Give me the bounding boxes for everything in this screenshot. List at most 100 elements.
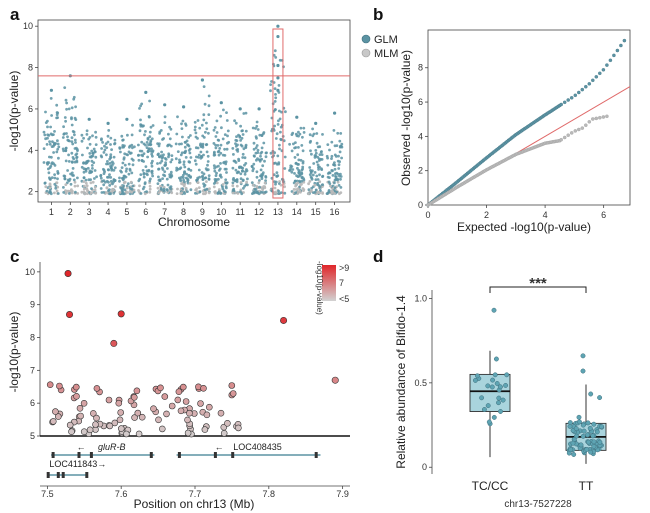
snp-point bbox=[174, 396, 182, 404]
glm-point bbox=[106, 134, 110, 138]
mlm-point bbox=[235, 184, 239, 188]
glm-point bbox=[48, 155, 51, 159]
xtick-label-chr8: 8 bbox=[181, 207, 186, 217]
glm-point bbox=[216, 144, 220, 147]
glm-point bbox=[55, 111, 59, 114]
glm-point bbox=[223, 133, 227, 137]
glm-point bbox=[283, 191, 287, 195]
panel-a-frame bbox=[37, 19, 351, 203]
glm-point bbox=[124, 175, 128, 179]
mlm-point bbox=[318, 180, 322, 184]
glm-point bbox=[72, 95, 76, 99]
glm-point bbox=[212, 182, 216, 185]
glm-point bbox=[294, 141, 297, 145]
glm-point bbox=[107, 129, 111, 132]
glm-point bbox=[278, 143, 281, 147]
glm-point bbox=[66, 135, 69, 139]
glm-point bbox=[70, 123, 74, 127]
glm-point bbox=[163, 164, 167, 167]
glm-point bbox=[138, 149, 142, 153]
glm-point bbox=[336, 178, 339, 182]
glm-point bbox=[314, 151, 318, 155]
glm-point bbox=[255, 170, 259, 174]
mlm-point bbox=[125, 186, 129, 190]
glm-point bbox=[251, 126, 255, 130]
glm-point bbox=[218, 174, 222, 178]
glm-point bbox=[288, 142, 291, 146]
glm-point bbox=[160, 150, 164, 154]
glm-point bbox=[202, 118, 206, 122]
glm-point bbox=[274, 182, 277, 186]
colorbar-label-high: >9 bbox=[339, 263, 349, 273]
glm-point bbox=[48, 142, 52, 146]
glm-point bbox=[85, 129, 89, 133]
glm-point bbox=[123, 163, 127, 167]
glm-point bbox=[131, 184, 135, 188]
glm-point bbox=[254, 146, 258, 150]
glm-point bbox=[142, 175, 146, 179]
glm-point bbox=[86, 159, 90, 163]
glm-point bbox=[102, 151, 106, 154]
peak-point bbox=[182, 105, 186, 109]
glm-point bbox=[231, 166, 235, 170]
glm-point bbox=[218, 167, 222, 171]
glm-point bbox=[213, 166, 217, 170]
mlm-point bbox=[89, 191, 93, 195]
glm-point bbox=[258, 159, 262, 163]
glm-point bbox=[100, 137, 103, 141]
glm-point bbox=[293, 172, 296, 175]
glm-point bbox=[225, 147, 229, 151]
glm-point bbox=[180, 127, 184, 130]
glm-point bbox=[232, 159, 236, 163]
glm-point bbox=[121, 176, 124, 180]
glm-point bbox=[70, 151, 74, 155]
glm-qq-point bbox=[573, 93, 578, 98]
panel-d-label: d bbox=[373, 247, 383, 266]
glm-point bbox=[186, 177, 189, 181]
glm-point bbox=[317, 166, 320, 169]
glm-point bbox=[206, 168, 210, 172]
mlm-point bbox=[55, 189, 59, 193]
xtick-label-chr14: 14 bbox=[292, 207, 302, 217]
xtick-label: 7.6 bbox=[115, 489, 128, 499]
glm-point bbox=[62, 191, 66, 194]
glm-point bbox=[202, 113, 206, 117]
glm-point bbox=[146, 155, 150, 159]
glm-point bbox=[316, 178, 320, 181]
glm-point bbox=[121, 190, 124, 194]
glm-point bbox=[326, 175, 330, 179]
glm-point bbox=[140, 140, 144, 144]
glm-point bbox=[225, 186, 228, 190]
glm-point bbox=[189, 188, 193, 192]
xtick-label-chr11: 11 bbox=[236, 207, 245, 217]
panel-d-ylabel: Relative abundance of Bifido-1.4 bbox=[394, 295, 408, 469]
glm-point bbox=[193, 120, 197, 124]
glm-point bbox=[206, 163, 209, 167]
glm-point bbox=[219, 143, 223, 147]
glm-point bbox=[277, 192, 281, 196]
significance-stars: *** bbox=[529, 275, 547, 292]
glm-point bbox=[151, 124, 155, 127]
glm-point bbox=[110, 167, 114, 171]
glm-point bbox=[147, 148, 151, 151]
glm-point bbox=[298, 132, 302, 136]
glm-point bbox=[149, 125, 153, 129]
glm-point bbox=[242, 112, 246, 115]
glm-point bbox=[178, 158, 181, 162]
glm-point bbox=[151, 159, 154, 163]
glm-point bbox=[297, 158, 301, 162]
glm-point bbox=[315, 174, 319, 178]
glm-point bbox=[86, 166, 90, 170]
glm-point bbox=[159, 186, 163, 190]
glm-point bbox=[151, 150, 154, 154]
glm-point bbox=[174, 157, 178, 161]
glm-point bbox=[189, 156, 193, 159]
glm-point bbox=[309, 171, 313, 175]
snp-point bbox=[105, 396, 113, 404]
glm-point bbox=[336, 131, 340, 135]
glm-point bbox=[244, 111, 248, 115]
glm-point bbox=[253, 187, 257, 191]
sample-point bbox=[599, 424, 605, 430]
glm-point bbox=[243, 172, 247, 176]
snp-point bbox=[229, 390, 237, 397]
